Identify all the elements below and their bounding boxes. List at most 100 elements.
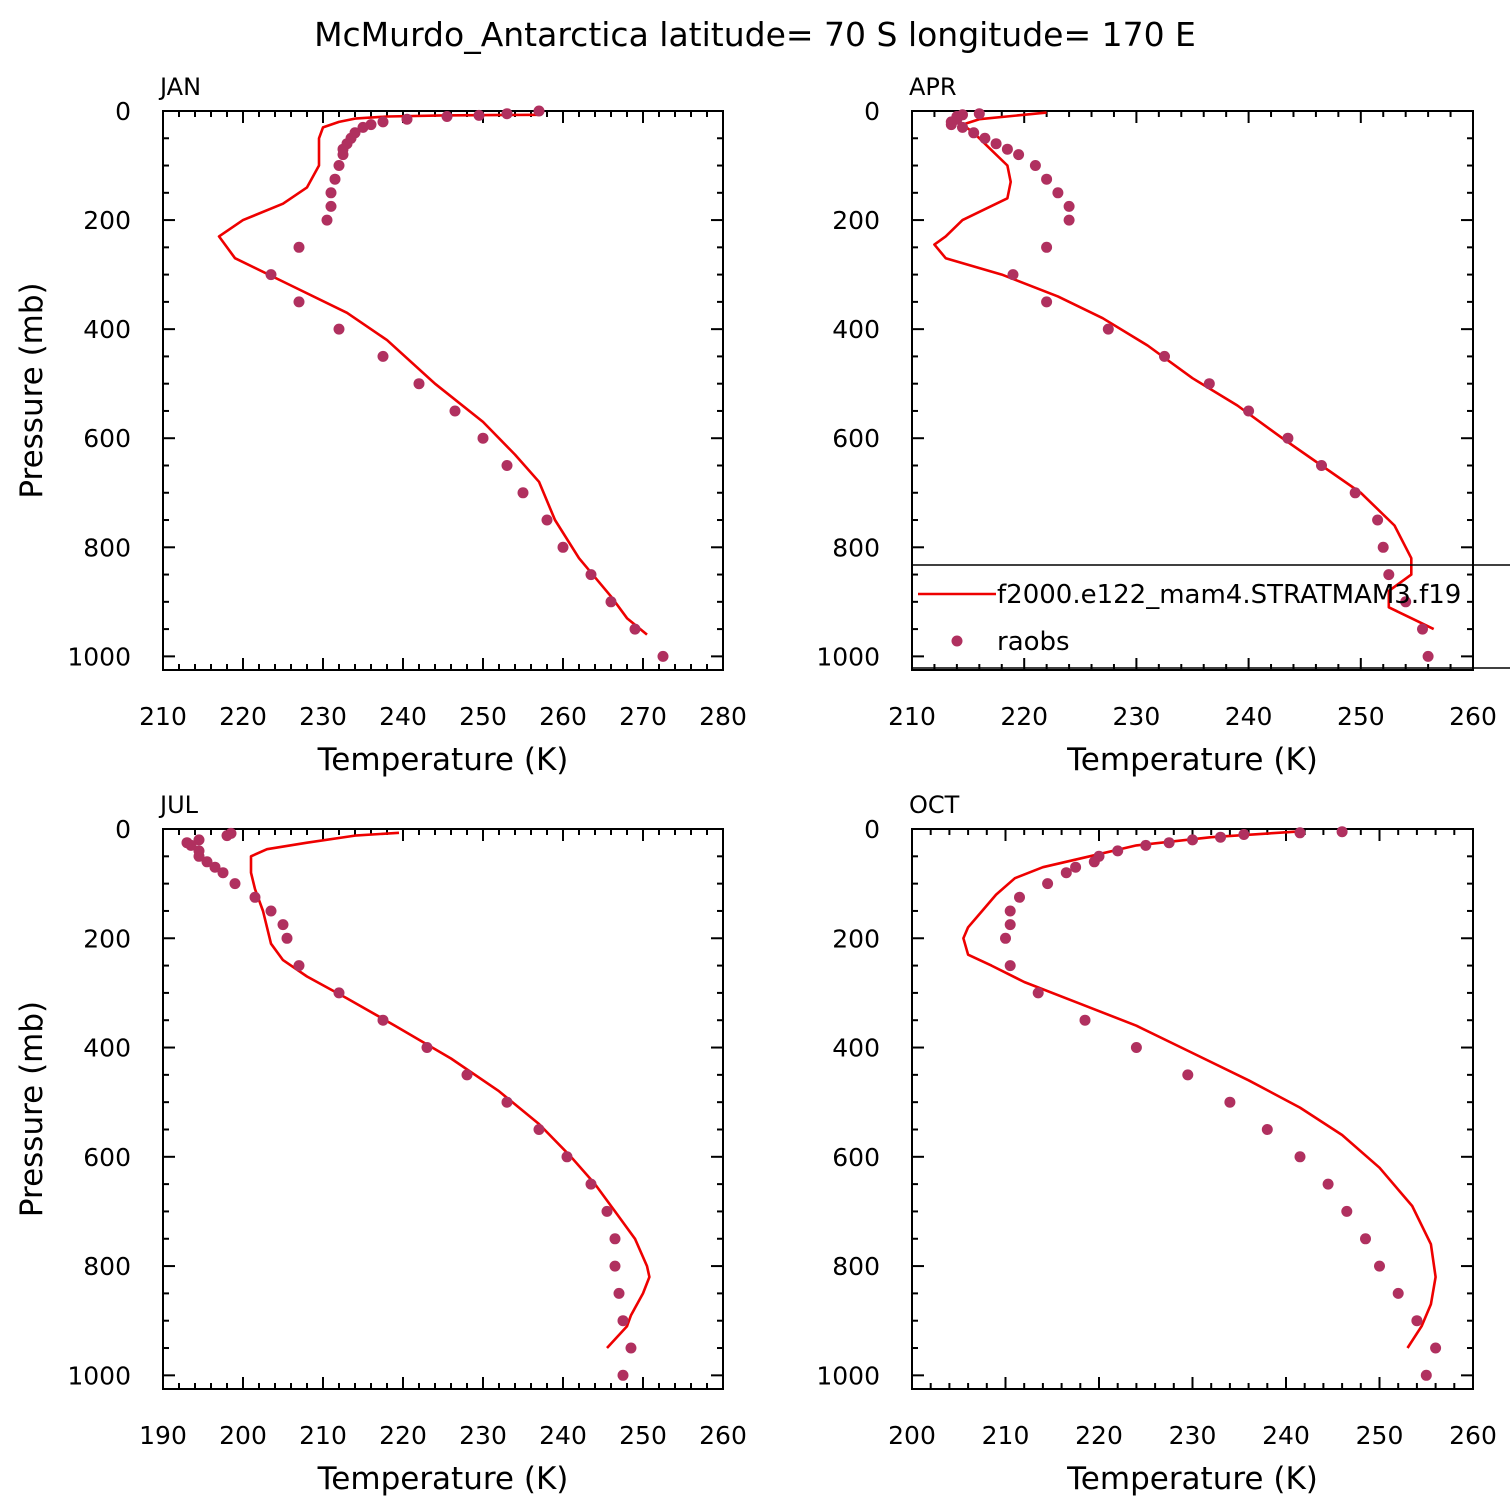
raobs-point	[377, 350, 389, 362]
raobs-point	[561, 1151, 573, 1163]
y-tick-label: 800	[83, 533, 131, 562]
raobs-point	[1014, 891, 1025, 903]
legend-entry-label: raobs	[997, 627, 1070, 657]
x-tick-label: 220	[1000, 702, 1048, 731]
raobs-point	[1032, 987, 1044, 999]
raobs-point	[609, 1260, 621, 1272]
x-tick-label: 220	[1075, 1421, 1123, 1450]
x-tick-label: 250	[1337, 702, 1385, 731]
y-tick-label: 0	[115, 815, 131, 844]
raobs-point	[1013, 149, 1025, 161]
raobs-point	[293, 960, 305, 972]
panel-jul: 190 200 210 220 230 240 250 260 0 200 400 600 800 100…	[14, 791, 747, 1497]
model-profile-line	[933, 111, 1435, 631]
raobs-point	[473, 109, 485, 121]
raobs-point	[605, 596, 617, 608]
raobs-point	[1060, 867, 1072, 879]
raobs-point	[217, 867, 229, 879]
legend-marker-swatch	[951, 635, 963, 647]
raobs-point	[601, 1205, 613, 1217]
y-tick-label: 200	[832, 924, 880, 953]
y-tick-label: 1000	[67, 1361, 131, 1390]
x-tick-label: 260	[699, 1421, 747, 1450]
raobs-point	[221, 830, 233, 842]
raobs-point	[657, 650, 669, 662]
raobs-point	[357, 121, 369, 133]
panel-title: APR	[909, 73, 957, 101]
raobs-point	[979, 132, 991, 144]
raobs-point	[1282, 432, 1294, 444]
x-tick-label: 210	[982, 1421, 1030, 1450]
raobs-point	[617, 1315, 629, 1327]
y-tick-label: 400	[83, 315, 131, 344]
x-tick-label: 240	[1262, 1421, 1310, 1450]
y-tick-label: 800	[832, 533, 880, 562]
raobs-point	[1079, 1014, 1091, 1026]
x-tick-label: 260	[1449, 1421, 1497, 1450]
raobs-point	[1224, 1096, 1236, 1108]
legend-entry-label: f2000.e122_mam4.STRATMAM3.f19	[997, 580, 1461, 610]
raobs-point	[1130, 1042, 1142, 1053]
model-profile-line	[962, 830, 1437, 1349]
raobs-point	[517, 487, 529, 499]
x-tick-label: 250	[459, 702, 507, 731]
raobs-point	[377, 116, 389, 128]
x-axis-label: Temperature (K)	[1066, 742, 1318, 778]
y-tick-label: 1000	[816, 642, 880, 671]
raobs-point	[1029, 160, 1041, 171]
x-tick-label: 240	[379, 702, 427, 731]
raobs-point	[1070, 861, 1082, 873]
raobs-point	[281, 932, 293, 944]
plot-frame	[911, 110, 1474, 671]
raobs-point	[333, 987, 345, 999]
raobs-point	[325, 187, 337, 199]
y-axis-label: Pressure (mb)	[14, 1001, 50, 1217]
raobs-point	[1102, 323, 1114, 335]
raobs-point	[1004, 960, 1016, 972]
raobs-point	[1360, 1233, 1371, 1245]
y-tick-label: 600	[83, 1143, 131, 1172]
raobs-point	[541, 514, 553, 526]
raobs-point	[377, 1014, 389, 1026]
model-profile-line	[217, 113, 648, 636]
raobs-point	[1349, 487, 1361, 499]
raobs-point	[321, 214, 333, 226]
x-axis-label: Temperature (K)	[317, 742, 569, 778]
raobs-point	[1000, 932, 1011, 944]
figure-title: McMurdo_Antarctica latitude= 70 S longit…	[314, 15, 1196, 54]
raobs-point	[201, 856, 213, 868]
raobs-point	[1243, 405, 1255, 417]
panel-apr: 210 220 230 240 250 260 0 200 400 600 800 1000 APR Te…	[816, 73, 1510, 778]
raobs-point	[277, 919, 289, 931]
raobs-point	[461, 1069, 473, 1081]
panel-title: JAN	[158, 73, 201, 101]
raobs-point	[1052, 187, 1064, 199]
raobs-point	[1420, 1369, 1432, 1381]
raobs-point	[625, 1342, 637, 1354]
raobs-point	[1411, 1315, 1423, 1327]
raobs-point	[449, 405, 461, 417]
raobs-point	[1294, 1151, 1306, 1163]
x-tick-label: 230	[1169, 1421, 1217, 1450]
raobs-point	[957, 121, 968, 133]
raobs-point	[1417, 623, 1428, 635]
y-tick-label: 200	[83, 924, 131, 953]
raobs-point	[1140, 839, 1152, 851]
raobs-point	[249, 891, 261, 903]
x-tick-label: 210	[888, 702, 936, 731]
x-tick-label: 220	[219, 702, 267, 731]
raobs-point	[973, 108, 985, 120]
raobs-point	[1004, 919, 1016, 931]
raobs-point	[501, 108, 513, 120]
raobs-point	[501, 460, 513, 471]
raobs-point	[333, 323, 345, 335]
raobs-point	[1163, 837, 1175, 849]
raobs-point	[1203, 378, 1215, 390]
y-tick-label: 600	[83, 424, 131, 453]
x-tick-label: 250	[1356, 1421, 1404, 1450]
panel-oct: 200 210 220 230 240 250 260 0 200 400 600 800 1000 OC…	[816, 791, 1496, 1497]
y-tick-label: 400	[83, 1034, 131, 1063]
raobs-point	[557, 541, 569, 553]
raobs-point	[1004, 905, 1016, 917]
